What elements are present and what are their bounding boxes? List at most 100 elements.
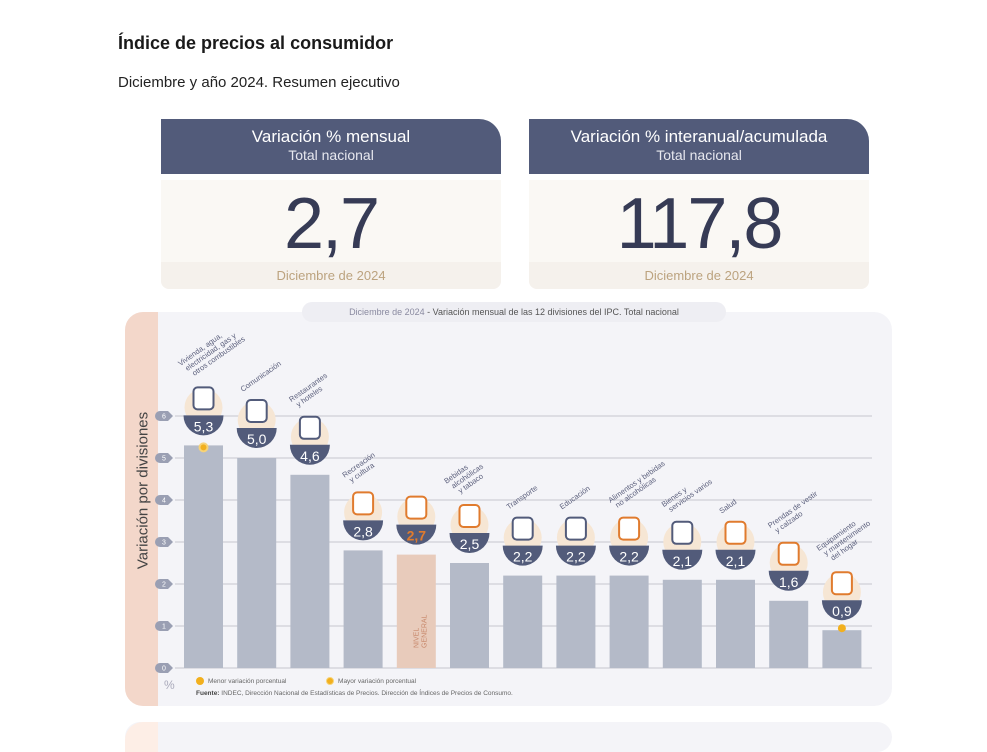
y-tick-marker — [155, 579, 173, 589]
y-tick-label: 6 — [162, 414, 166, 421]
value-bubble — [821, 600, 862, 621]
washing-machine-icon-shape — [830, 571, 853, 596]
value-bubble — [183, 415, 224, 436]
general-label-line: GENERAL — [421, 614, 428, 648]
smartphone-icon — [245, 399, 268, 423]
lightbulb-icon — [192, 386, 215, 411]
category-label-line: Alimentos y bebidas — [606, 459, 666, 505]
general-label-line: NIVEL — [413, 628, 420, 648]
card-header: Variación % mensual Total nacional — [161, 119, 501, 174]
value-label: 2,1 — [726, 553, 746, 569]
value-bubble — [343, 520, 384, 541]
card-value: 117,8 — [616, 184, 784, 264]
bar — [769, 600, 809, 668]
category-label: Vivienda, agua,electricidad, gas yotros … — [176, 331, 247, 378]
monthly-variation-card: Variación % mensual Total nacional 2,7 D… — [161, 119, 501, 289]
category-label-line: Transporte — [505, 483, 540, 511]
page-subtitle: Diciembre y año 2024. Resumen ejecutivo — [118, 74, 400, 91]
bar — [716, 579, 755, 668]
value-label: 4,6 — [300, 448, 320, 464]
value-label: 2,2 — [619, 549, 639, 565]
next-panel-side-strip — [125, 722, 158, 752]
card-subheading: Total nacional — [288, 147, 374, 163]
tshirt-shoe-icon — [777, 541, 800, 566]
bar — [662, 579, 702, 668]
value-bubble — [502, 545, 543, 566]
y-unit-label: % — [164, 678, 175, 692]
y-tick-marker — [155, 621, 173, 631]
notebook-icon — [564, 516, 587, 541]
bar — [503, 575, 543, 668]
max-marker-core — [200, 444, 207, 451]
chart-side-strip: Variación por divisiones — [125, 312, 158, 706]
wine-glass-icon-shape — [458, 504, 481, 528]
chicken-icon — [618, 516, 641, 541]
chart-title-date: Diciembre de 2024 — [349, 307, 425, 317]
card-subheading: Total nacional — [656, 147, 742, 163]
shopping-basket-icon — [405, 495, 428, 520]
value-label: 2,2 — [513, 549, 533, 565]
bar — [343, 550, 383, 668]
value-bubble — [609, 545, 650, 566]
card-header: Variación % interanual/acumulada Total n… — [529, 119, 869, 174]
value-label: 2,7 — [407, 528, 427, 544]
washing-machine-icon — [830, 571, 853, 596]
bus-icon-shape — [511, 516, 534, 541]
bar — [184, 445, 223, 668]
y-tick-marker — [155, 663, 173, 673]
value-bubble — [662, 549, 703, 570]
next-panel — [125, 722, 892, 752]
chart-title: Diciembre de 2024 - Variación mensual de… — [302, 302, 726, 322]
chart-title-text: Variación mensual de las 12 divisiones d… — [432, 307, 679, 317]
value-bubble — [289, 444, 330, 465]
wine-glass-icon — [458, 504, 481, 528]
value-bubble — [396, 524, 437, 545]
shopping-basket-icon-shape — [405, 495, 428, 520]
notebook-icon-shape — [564, 516, 587, 541]
first-aid-icon-shape — [724, 520, 747, 545]
general-label: NIVEL GENERAL — [413, 614, 428, 648]
legend-min-marker-icon — [196, 677, 204, 685]
bar — [290, 474, 330, 668]
value-bubble — [715, 549, 756, 570]
value-bubble — [236, 428, 277, 448]
value-label: 0,9 — [832, 603, 852, 619]
y-tick-label: 2 — [162, 582, 166, 589]
y-tick-label: 0 — [162, 666, 166, 673]
category-label-line: Comunicación — [239, 359, 283, 394]
bus-icon — [511, 516, 534, 541]
first-aid-icon — [724, 520, 747, 545]
chicken-icon-shape — [618, 516, 641, 541]
y-tick-label: 5 — [162, 456, 166, 463]
bar — [556, 575, 596, 668]
bar — [450, 563, 489, 668]
y-tick-marker — [155, 537, 173, 547]
legend-max-label: Mayor variación porcentual — [338, 677, 417, 685]
chart-source: Fuente: INDEC, Dirección Nacional de Est… — [196, 690, 513, 697]
yearly-variation-card: Variación % interanual/acumulada Total n… — [529, 119, 869, 289]
page-title: Índice de precios al consumidor — [118, 33, 394, 53]
category-label: Educación — [558, 484, 592, 511]
source-label: Fuente: — [196, 690, 220, 697]
y-tick-marker — [155, 411, 173, 421]
legend-max-marker-icon — [326, 677, 335, 685]
value-bubble — [555, 545, 596, 566]
value-label: 2,2 — [566, 549, 586, 565]
bar-chart: 0 1 2 3 4 5 6 5,3 Vivienda, agua,electricidad, g… — [155, 331, 872, 673]
y-tick-label: 4 — [162, 498, 166, 505]
card-body: 117,8 Diciembre de 2024 — [529, 180, 869, 289]
scissors-comb-icon-shape — [671, 520, 694, 545]
cutlery-icon-shape — [298, 415, 321, 440]
value-label: 2,8 — [353, 523, 373, 539]
legend-min-label: Menor variación porcentual — [208, 677, 287, 685]
value-label: 2,5 — [460, 536, 480, 552]
source-text: INDEC, Dirección Nacional de Estadística… — [221, 690, 513, 697]
cutlery-icon — [298, 415, 321, 440]
card-period: Diciembre de 2024 — [529, 262, 869, 289]
card-value: 2,7 — [283, 184, 380, 264]
